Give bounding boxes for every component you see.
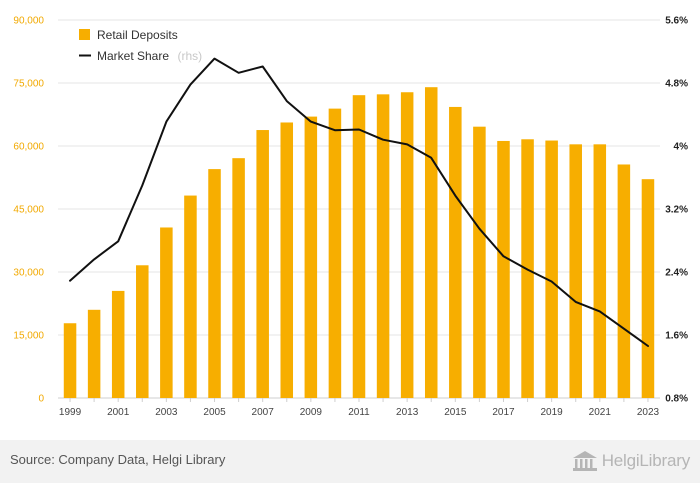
bar-retail-deposits	[87, 309, 101, 398]
chart: 0 15,000 30,000 45,000 60,000 75,000 90,000 0.…	[13, 16, 688, 419]
y-right-tick-label: 4%	[674, 142, 689, 153]
line-market-share	[69, 57, 649, 347]
x-tick-label: 2011	[348, 407, 370, 418]
y-left-tick-label: 0	[38, 394, 44, 405]
y-right-tick-label: 4.8%	[665, 79, 688, 90]
source-note: Source: Company Data, Helgi Library	[10, 452, 226, 467]
x-axis: 1999 2001 2003 2005 2007 2009 2011 2013 2015 2017…	[58, 397, 660, 418]
x-tick-label: 2019	[541, 407, 564, 418]
x-tick-label: 1999	[59, 407, 82, 418]
bar-retail-deposits	[160, 227, 173, 398]
x-tick-label: 2017	[492, 407, 515, 418]
y-right-tick-label: 1.6%	[665, 331, 688, 342]
bar-retail-deposits	[111, 290, 125, 398]
x-tick-label: 2023	[637, 407, 660, 418]
right-axis: 0.8% 1.6% 2.4% 3.2% 4% 4.8% 5.6%	[665, 16, 688, 405]
bar-retail-deposits	[232, 158, 245, 398]
legend-label-market-share-note: (rhs)	[177, 49, 202, 63]
x-tick-label: 2013	[396, 407, 419, 418]
y-right-tick-label: 5.6%	[665, 16, 688, 27]
legend-label-retail-deposits: Retail Deposits	[97, 28, 178, 42]
bar-retail-deposits	[473, 126, 486, 399]
legend-label-market-share-name: Market Share	[97, 49, 169, 63]
legend-label-market-share: Market Share (rhs)	[97, 47, 202, 64]
y-left-tick-label: 15,000	[13, 331, 44, 342]
y-left-tick-label: 75,000	[13, 79, 44, 90]
bar-retail-deposits	[304, 116, 318, 398]
bar-retail-deposits	[352, 95, 366, 399]
legend: Retail Deposits Market Share (rhs)	[79, 28, 202, 64]
left-axis: 0 15,000 30,000 45,000 60,000 75,000 90,000	[13, 16, 44, 405]
footer: Source: Company Data, Helgi Library Helg…	[0, 440, 700, 483]
bar-retail-deposits	[328, 108, 342, 399]
x-tick-label: 2009	[300, 407, 323, 418]
x-tick-label: 2007	[252, 407, 275, 418]
y-right-tick-label: 0.8%	[665, 394, 688, 405]
bar-retail-deposits	[256, 130, 269, 399]
x-tick-label: 2015	[444, 407, 467, 418]
bar-retail-deposits	[376, 94, 390, 398]
bar-retail-deposits	[593, 144, 607, 398]
helgi-library-building-icon	[572, 451, 597, 471]
y-left-tick-label: 45,000	[13, 205, 44, 216]
bars-retail-deposits	[63, 87, 655, 399]
x-tick-label: 2003	[155, 407, 178, 418]
legend-swatch-retail-deposits	[79, 29, 90, 40]
bar-retail-deposits	[569, 144, 582, 398]
y-right-tick-label: 3.2%	[665, 205, 688, 216]
bar-retail-deposits	[400, 92, 414, 399]
bar-retail-deposits	[424, 87, 438, 398]
bar-retail-deposits	[497, 140, 510, 398]
x-tick-label: 2005	[203, 407, 226, 418]
x-tick-label: 2021	[589, 407, 612, 418]
brand-logo: HelgiLibrary	[572, 449, 690, 473]
bar-retail-deposits	[280, 122, 294, 398]
series-line-market-share	[69, 57, 649, 347]
y-left-tick-label: 30,000	[13, 268, 44, 279]
x-tick-label: 2001	[107, 407, 130, 418]
bar-retail-deposits	[208, 169, 221, 398]
bar-retail-deposits	[136, 265, 149, 398]
bar-retail-deposits	[63, 323, 77, 398]
brand-name: HelgiLibrary	[601, 451, 691, 470]
bar-retail-deposits	[641, 179, 655, 398]
y-left-tick-label: 90,000	[13, 16, 44, 27]
bar-retail-deposits	[449, 106, 462, 398]
bar-retail-deposits	[545, 140, 558, 399]
bar-retail-deposits	[184, 195, 197, 398]
bar-retail-deposits	[617, 164, 631, 398]
y-left-tick-label: 60,000	[13, 142, 44, 153]
y-right-tick-label: 2.4%	[665, 268, 688, 279]
